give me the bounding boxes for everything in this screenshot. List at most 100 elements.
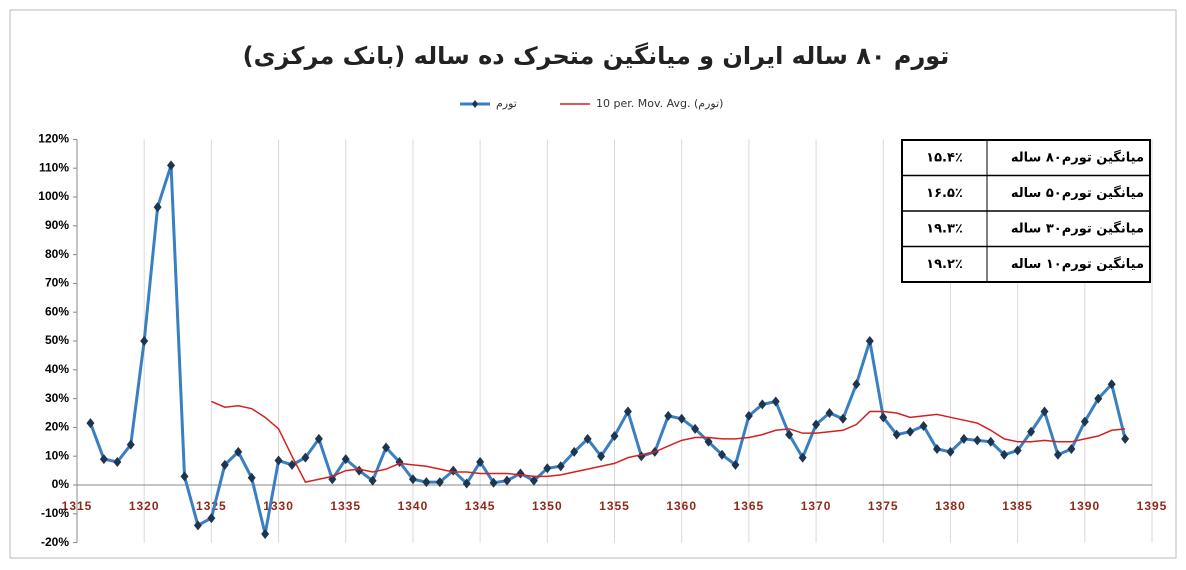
x-tick-label: 1340: [398, 499, 429, 513]
data-point: [1053, 449, 1062, 460]
data-point: [919, 420, 928, 431]
data-point: [691, 423, 700, 434]
y-tick-label: 10%: [45, 448, 69, 462]
table-value: ۱۹.۲٪: [926, 257, 963, 272]
x-tick-label: 1370: [801, 499, 832, 513]
data-point: [126, 439, 135, 450]
data-point: [1013, 445, 1022, 456]
data-point: [408, 474, 417, 485]
legend-label: تورم: [496, 97, 517, 110]
x-tick-label: 1345: [465, 499, 496, 513]
data-point: [677, 413, 686, 424]
y-tick-label: 80%: [45, 247, 69, 261]
x-tick-label: 1360: [666, 499, 697, 513]
data-point: [664, 410, 673, 421]
data-point: [879, 412, 888, 423]
table-label: میانگین تورم۱۰ ساله: [1011, 256, 1144, 272]
x-tick-label: 1350: [532, 499, 563, 513]
data-point: [476, 456, 485, 467]
data-point: [153, 202, 162, 213]
table-value: ۱۵.۴٪: [926, 150, 963, 165]
data-point: [865, 336, 874, 346]
data-point: [812, 419, 821, 430]
data-point: [140, 336, 149, 346]
data-point: [906, 426, 915, 437]
data-point: [274, 455, 283, 466]
series-line: [211, 400, 1126, 483]
data-point: [1040, 406, 1049, 417]
x-tick-label: 1375: [868, 499, 899, 513]
chart-title: تورم ۸۰ ساله ایران و میانگین متحرک ده سا…: [243, 42, 950, 70]
x-tick-label: 1395: [1137, 499, 1168, 513]
data-point: [207, 513, 216, 524]
y-tick-label: 120%: [38, 132, 69, 146]
data-point: [314, 433, 323, 444]
data-point: [382, 442, 391, 453]
data-point: [1027, 426, 1036, 437]
data-point: [99, 454, 108, 465]
data-point: [852, 379, 861, 390]
data-point: [355, 465, 364, 476]
data-point: [986, 436, 995, 447]
data-point: [193, 520, 202, 531]
x-tick-label: 1390: [1069, 499, 1100, 513]
data-point: [368, 475, 377, 486]
data-point: [583, 433, 592, 444]
data-point: [610, 431, 619, 442]
data-point: [825, 408, 834, 418]
y-tick-label: -20%: [41, 535, 69, 549]
y-tick-label: 60%: [45, 304, 69, 318]
data-point: [529, 475, 538, 486]
x-tick-label: 1325: [196, 499, 227, 513]
y-tick-label: 70%: [45, 276, 69, 290]
data-point: [744, 410, 753, 421]
data-point: [220, 459, 229, 470]
data-point: [489, 477, 498, 488]
data-point: [623, 406, 632, 417]
y-tick-label: 50%: [45, 333, 69, 347]
table-label: میانگین تورم۳۰ ساله: [1011, 220, 1144, 236]
table-value: ۱۹.۳٪: [926, 221, 963, 236]
data-point: [704, 436, 713, 447]
data-point: [785, 429, 794, 440]
data-point: [247, 472, 256, 483]
data-point: [113, 456, 122, 467]
data-point: [449, 465, 458, 476]
y-tick-label: 20%: [45, 420, 69, 434]
data-point: [86, 418, 95, 429]
data-point: [892, 429, 901, 440]
x-tick-label: 1365: [734, 499, 765, 513]
data-point: [341, 454, 350, 465]
data-point: [261, 528, 270, 539]
data-point: [301, 452, 310, 463]
data-point: [718, 449, 726, 460]
data-point: [946, 446, 955, 457]
table-label: میانگین تورم۸۰ ساله: [1011, 149, 1144, 165]
y-tick-label: 0%: [52, 477, 70, 491]
data-point: [798, 452, 807, 463]
data-point: [234, 446, 243, 457]
data-point: [1067, 444, 1076, 454]
table-label: میانگین تورم۵۰ ساله: [1011, 185, 1144, 201]
y-tick-label: -10%: [41, 506, 69, 520]
data-point: [543, 463, 552, 474]
y-tick-label: 30%: [45, 391, 69, 405]
data-point: [462, 478, 471, 489]
y-tick-label: 40%: [45, 362, 69, 376]
data-point: [597, 451, 606, 462]
data-point: [435, 477, 444, 488]
data-point: [1121, 433, 1130, 444]
data-point: [1000, 449, 1009, 460]
data-point: [516, 468, 525, 479]
data-point: [422, 477, 431, 488]
data-point: [973, 435, 982, 446]
data-point: [288, 459, 296, 470]
table-value: ۱۶.۵٪: [926, 186, 963, 201]
data-point: [1080, 416, 1089, 427]
y-tick-label: 100%: [38, 189, 69, 203]
x-tick-label: 1335: [330, 499, 361, 513]
x-tick-label: 1380: [935, 499, 966, 513]
y-tick-label: 110%: [39, 160, 69, 174]
data-point: [959, 433, 968, 444]
